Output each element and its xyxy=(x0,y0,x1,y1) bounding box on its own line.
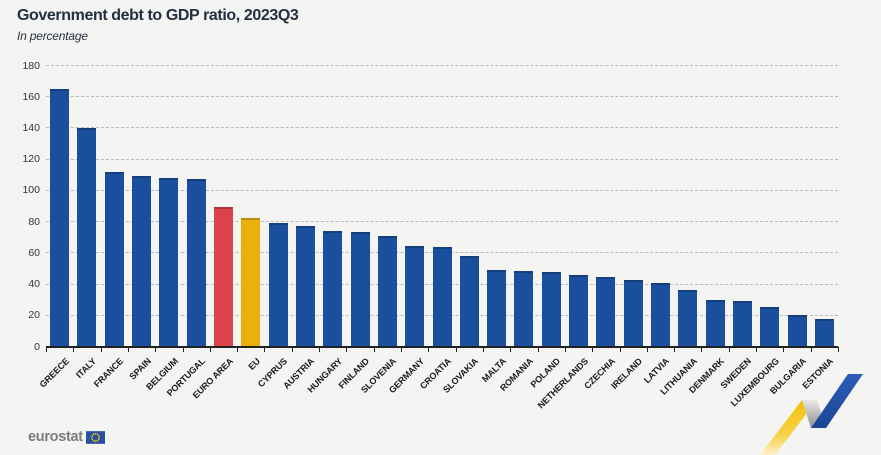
bar-cyprus xyxy=(268,223,288,347)
x-axis-line xyxy=(46,346,838,348)
y-axis-tick-label: 40 xyxy=(28,278,40,291)
bar-poland xyxy=(541,272,561,347)
x-axis-tick xyxy=(209,347,211,352)
bar-latvia xyxy=(650,282,670,347)
gridline xyxy=(46,96,838,98)
bar-greece xyxy=(50,88,70,347)
bar-finland xyxy=(350,231,370,347)
y-axis-tick-label: 0 xyxy=(34,340,40,353)
bar-slovakia xyxy=(459,256,479,347)
gridline xyxy=(46,65,838,66)
x-axis-tick xyxy=(237,347,239,352)
bar-spain xyxy=(132,175,152,347)
y-axis-tick-label: 140 xyxy=(22,121,40,134)
bar-france xyxy=(104,172,124,347)
bar-hungary xyxy=(323,230,343,347)
bar-slovenia xyxy=(377,236,397,347)
bar-estonia xyxy=(814,318,834,347)
y-axis-tick-label: 120 xyxy=(22,153,40,166)
x-axis-tick xyxy=(346,347,348,352)
gridline xyxy=(46,158,838,160)
bar-austria xyxy=(295,225,315,347)
x-axis-tick xyxy=(182,347,184,352)
x-axis-tick xyxy=(701,347,703,352)
x-axis-tick xyxy=(728,347,730,352)
y-axis-tick-label: 80 xyxy=(28,215,40,228)
gridline xyxy=(46,127,838,129)
bar-lithuania xyxy=(678,289,698,347)
x-axis-tick xyxy=(646,347,648,352)
bar-bulgaria xyxy=(787,314,807,347)
x-axis-tick xyxy=(510,347,512,352)
bar-luxembourg xyxy=(760,307,780,347)
gridline xyxy=(46,189,838,191)
chart-subtitle: In percentage xyxy=(17,29,88,43)
bar-ireland xyxy=(623,279,643,347)
bar-romania xyxy=(514,271,534,347)
bar-euro-area xyxy=(214,206,234,347)
x-axis-tick xyxy=(810,347,812,352)
x-axis-tick xyxy=(100,347,102,352)
eurostat-logo-text: eurostat xyxy=(28,429,83,445)
x-axis-tick xyxy=(291,347,293,352)
eurostat-logo: eurostat xyxy=(28,429,105,445)
x-axis-tick xyxy=(428,347,430,352)
x-axis-tick xyxy=(155,347,157,352)
x-axis-tick xyxy=(619,347,621,352)
x-axis-tick xyxy=(73,347,75,352)
x-axis-tick xyxy=(592,347,594,352)
bar-germany xyxy=(405,245,425,347)
eu-flag-icon xyxy=(85,430,105,444)
x-axis-tick xyxy=(401,347,403,352)
chart-title: Government debt to GDP ratio, 2023Q3 xyxy=(17,7,299,24)
gridline xyxy=(46,221,838,223)
x-axis-tick xyxy=(46,347,47,352)
x-axis-tick xyxy=(482,347,484,352)
x-axis-tick xyxy=(127,347,129,352)
y-axis-tick-label: 60 xyxy=(28,246,40,259)
bar-portugal xyxy=(186,179,206,347)
y-axis-tick-label: 180 xyxy=(22,59,40,72)
x-axis-tick xyxy=(838,347,839,352)
x-axis-tick xyxy=(373,347,375,352)
x-axis-tick xyxy=(674,347,676,352)
y-axis-tick-label: 100 xyxy=(22,184,40,197)
x-axis-tick xyxy=(319,347,321,352)
bar-netherlands xyxy=(569,275,589,347)
bar-sweden xyxy=(732,300,752,347)
x-axis-tick xyxy=(455,347,457,352)
bar-croatia xyxy=(432,247,452,347)
y-axis-tick-label: 20 xyxy=(28,309,40,322)
bar-denmark xyxy=(705,300,725,347)
x-axis-tick xyxy=(537,347,539,352)
x-axis-tick xyxy=(264,347,266,352)
bar-malta xyxy=(487,269,507,347)
bar-eu xyxy=(241,218,261,347)
bar-belgium xyxy=(159,178,179,347)
bar-czechia xyxy=(596,277,616,347)
x-axis-tick xyxy=(756,347,758,352)
x-axis-tick xyxy=(783,347,785,352)
bar-italy xyxy=(77,127,97,347)
x-axis-tick xyxy=(564,347,566,352)
y-axis-tick-label: 160 xyxy=(22,90,40,103)
eurostat-ribbon-logo xyxy=(760,374,863,455)
